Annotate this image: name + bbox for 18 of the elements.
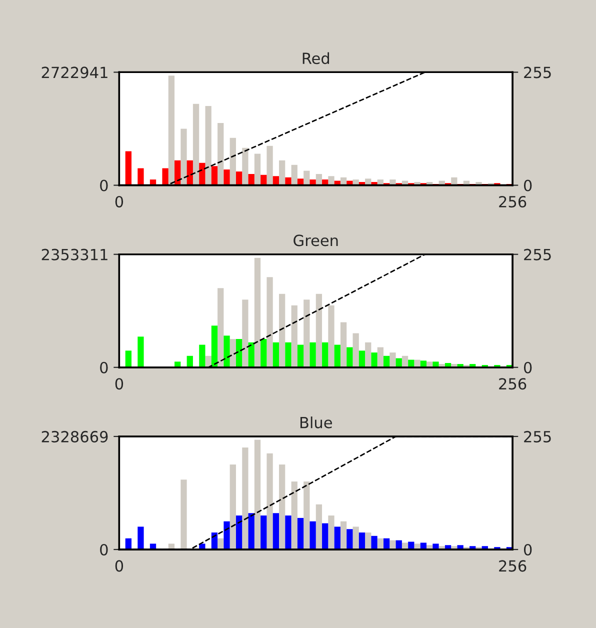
chart-title: Red [302, 52, 330, 64]
x-tick-label: 256 [499, 560, 526, 572]
y2-tick-label: 0 [524, 544, 532, 556]
y-tick-label: 2353311 [42, 248, 108, 260]
y2-tick-label: 255 [524, 430, 551, 442]
y-tick-label: 2722941 [42, 66, 108, 78]
chart-title: Green [294, 234, 338, 246]
x-tick-label: 256 [499, 196, 526, 208]
y-tick-label: 0 [100, 362, 108, 374]
chart-title: Blue [300, 416, 332, 428]
y2-tick-label: 255 [524, 66, 551, 78]
y-tick-label: 0 [100, 544, 108, 556]
y2-tick-label: 0 [524, 362, 532, 374]
y2-tick-label: 0 [524, 180, 532, 192]
y-tick-label: 0 [100, 180, 108, 192]
x-tick-label: 256 [499, 378, 526, 390]
y-tick-label: 2328669 [42, 430, 108, 442]
y2-tick-label: 255 [524, 248, 551, 260]
